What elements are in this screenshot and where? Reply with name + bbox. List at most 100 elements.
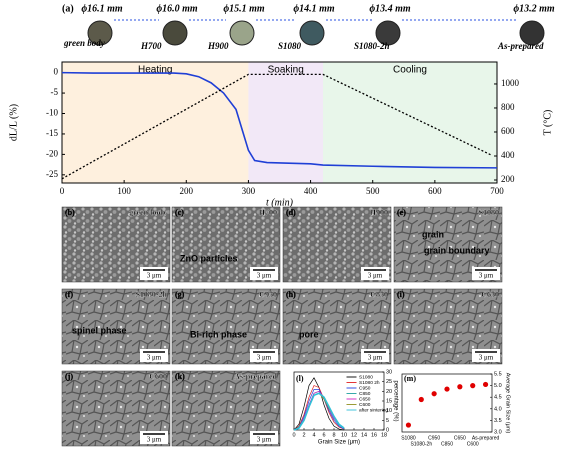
y-axis-label: Average Grain Size (μm) xyxy=(505,373,511,434)
legend-label: C850 xyxy=(359,391,371,397)
panel-label: (a) xyxy=(62,3,74,14)
x-tick-label: S1080 xyxy=(401,435,416,441)
legend-label: C600 xyxy=(359,402,371,408)
sample-stage: H700 xyxy=(140,41,162,51)
data-point xyxy=(405,422,412,428)
y-tick-label: 0 xyxy=(54,67,59,77)
plot-frame xyxy=(61,61,498,184)
scale-label: 3 μm xyxy=(479,272,494,280)
x-tick-label: 2 xyxy=(302,432,305,438)
y2-tick-label: 800 xyxy=(501,102,515,112)
sample-photo xyxy=(162,20,188,46)
annotation: spinel phase xyxy=(72,325,127,335)
panel-label: (b) xyxy=(65,208,75,217)
y-tick-label: 30 xyxy=(386,369,392,375)
sample-photo xyxy=(375,20,401,46)
legend-label: S1080 2h xyxy=(359,380,380,386)
data-point xyxy=(444,386,450,392)
x-tick-label: C850 xyxy=(441,441,453,447)
x-tick-label: 18 xyxy=(381,432,387,438)
sample-photo xyxy=(87,20,113,46)
y-tick-label: 3.0 xyxy=(494,429,502,435)
scale-label: 3 μm xyxy=(257,436,272,444)
plot-frame xyxy=(401,373,493,433)
stage-region xyxy=(323,62,497,183)
legend-label: S1080 xyxy=(359,374,373,380)
y2-tick-label: 1000 xyxy=(501,78,520,88)
y-tick-label: -10 xyxy=(46,108,58,118)
x-axis-label: t (min) xyxy=(266,197,294,208)
panel-label: (f) xyxy=(65,290,73,299)
y-tick-label: 5.0 xyxy=(494,383,502,389)
data-point xyxy=(418,396,424,403)
stage-region xyxy=(62,62,249,183)
x-tick-label: 4 xyxy=(312,432,315,438)
x-tick-label: C600 xyxy=(467,441,479,447)
x-tick-label: 600 xyxy=(428,186,442,196)
y-tick-label: 4.0 xyxy=(494,406,502,412)
series-line xyxy=(293,389,345,431)
x-tick-label: C950 xyxy=(428,435,440,441)
panel-label: (c) xyxy=(175,208,184,217)
sample-stage: S1080 xyxy=(278,41,302,51)
sample-diameter: ϕ16.1 mm xyxy=(81,3,123,14)
series-line xyxy=(293,385,345,431)
y-tick-label: -25 xyxy=(46,169,58,179)
stage-name: Heating xyxy=(138,65,172,76)
scale-label: 3 μm xyxy=(257,354,272,362)
y-tick-label: 5 xyxy=(386,418,389,424)
annotation: grain xyxy=(422,229,444,239)
panel-label: (i) xyxy=(397,290,405,299)
y-tick-label: 15 xyxy=(386,398,392,404)
panel-bg xyxy=(283,371,391,446)
panel-title: S1080-2h xyxy=(135,290,167,299)
y-tick-label: 4.5 xyxy=(494,395,502,401)
y-tick-label: -5 xyxy=(51,87,59,97)
scale-label: 3 μm xyxy=(147,436,162,444)
panel-title: H700 xyxy=(259,208,277,217)
x-tick-label: As-prepared xyxy=(472,435,500,441)
y-tick-label: 25 xyxy=(386,379,392,385)
panel-label: (l) xyxy=(296,374,304,383)
panel-label: (j) xyxy=(65,372,73,381)
x-tick-label: C650 xyxy=(454,435,466,441)
sample-stage: H900 xyxy=(207,41,229,51)
panel-title: C850 xyxy=(370,290,388,299)
annotation: ZnO particles xyxy=(180,253,238,263)
y2-tick-label: 400 xyxy=(501,150,515,160)
data-point xyxy=(470,383,476,389)
series-line xyxy=(61,71,498,169)
panel-title: green body xyxy=(129,208,167,217)
y-tick-label: 0 xyxy=(386,427,389,433)
legend-label: after sintering xyxy=(359,407,388,413)
x-tick-label: 0 xyxy=(292,432,295,438)
x-tick-label: 14 xyxy=(361,432,367,438)
sample-stage: S1080-2h xyxy=(354,41,390,51)
data-point xyxy=(482,381,489,388)
scale-label: 3 μm xyxy=(368,354,383,362)
x-tick-label: 6 xyxy=(322,432,325,438)
scale-label: 3 μm xyxy=(147,354,162,362)
sample-photo xyxy=(299,20,325,46)
y2-axis-label: T (°C) xyxy=(542,110,553,136)
panel-label: (k) xyxy=(175,372,185,381)
annotation: Bi-rich phase xyxy=(190,329,247,339)
stage-name: Soaking xyxy=(268,65,304,76)
series-line xyxy=(293,392,345,431)
x-tick-label: S1080-2h xyxy=(410,441,432,447)
y2-tick-label: 200 xyxy=(501,174,515,184)
x-tick-label: 300 xyxy=(242,186,256,196)
sample-diameter: ϕ13.2 mm xyxy=(513,3,555,14)
y-tick-label: -20 xyxy=(46,148,58,158)
scale-label: 3 μm xyxy=(368,272,383,280)
data-point xyxy=(457,384,463,390)
panel-label: (h) xyxy=(286,290,296,299)
panel-title: H900 xyxy=(370,208,388,217)
x-tick-label: 16 xyxy=(371,432,377,438)
x-tick-label: 12 xyxy=(351,432,357,438)
panel-title: As-prepared xyxy=(234,372,277,381)
legend-label: C950 xyxy=(359,385,371,391)
panel-title: C600 xyxy=(149,372,167,381)
y-tick-label: 3.5 xyxy=(494,418,502,424)
sample-diameter: ϕ15.1 mm xyxy=(223,3,265,14)
